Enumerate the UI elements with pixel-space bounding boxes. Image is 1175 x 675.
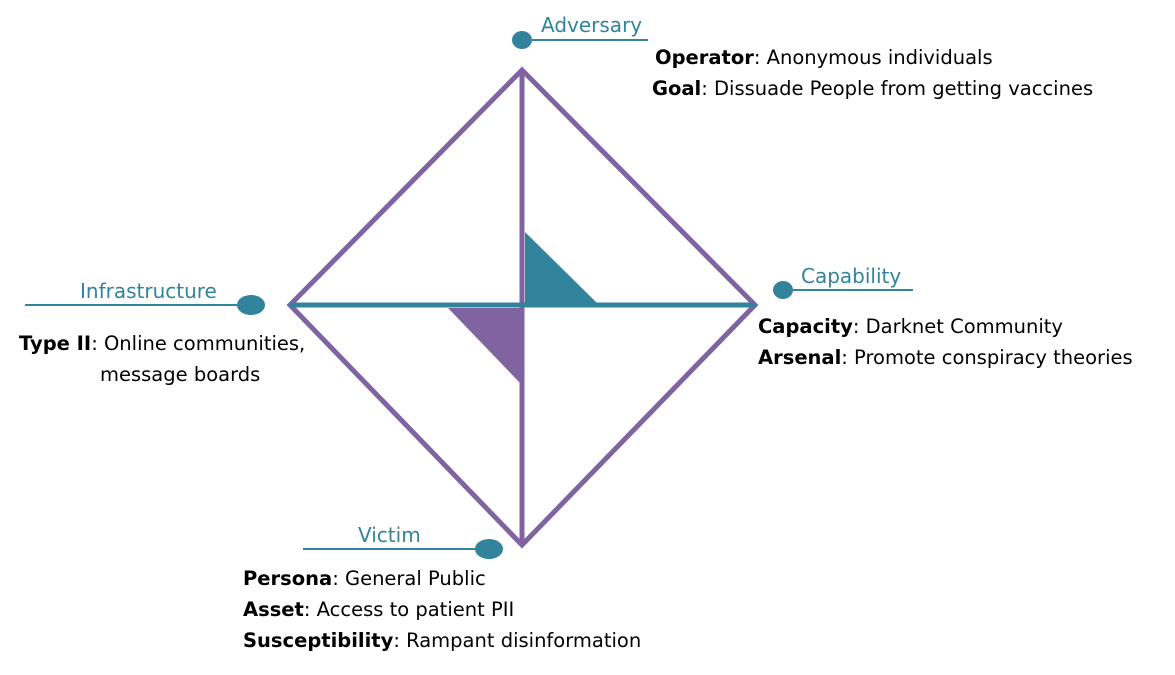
teal-triangle-marker [525,232,597,303]
adversary-label: Adversary [541,13,643,37]
adversary-info-row: Goal: Dissuade People from getting vacci… [652,77,1094,100]
victim-info-row: Susceptibility: Rampant disinformation [243,629,642,652]
victim-info: Persona: General Public Asset: Access to… [243,563,641,656]
capability-node-dot [773,281,793,299]
adversary-node-dot [512,31,532,49]
infrastructure-info-row: Type II: Online communities, [19,332,306,355]
adversary-info: Operator: Anonymous individuals Goal: Di… [652,42,1094,104]
infrastructure-info: Type II: Online communities, message boa… [19,328,305,390]
victim-info-row: Persona: General Public [243,567,486,590]
infrastructure-info-row: message boards [100,363,261,386]
victim-label: Victim [358,523,421,547]
capability-info: Capacity: Darknet Community Arsenal: Pro… [758,311,1133,373]
purple-triangle-marker [448,308,520,383]
capability-info-row: Capacity: Darknet Community [758,315,1063,338]
adversary-info-row: Operator: Anonymous individuals [655,46,993,69]
infrastructure-node-dot [237,295,265,315]
infrastructure-label: Infrastructure [80,279,217,303]
victim-info-row: Asset: Access to patient PII [243,598,515,621]
capability-label: Capability [801,264,902,288]
victim-node-dot [475,539,503,559]
capability-info-row: Arsenal: Promote conspiracy theories [758,346,1133,369]
